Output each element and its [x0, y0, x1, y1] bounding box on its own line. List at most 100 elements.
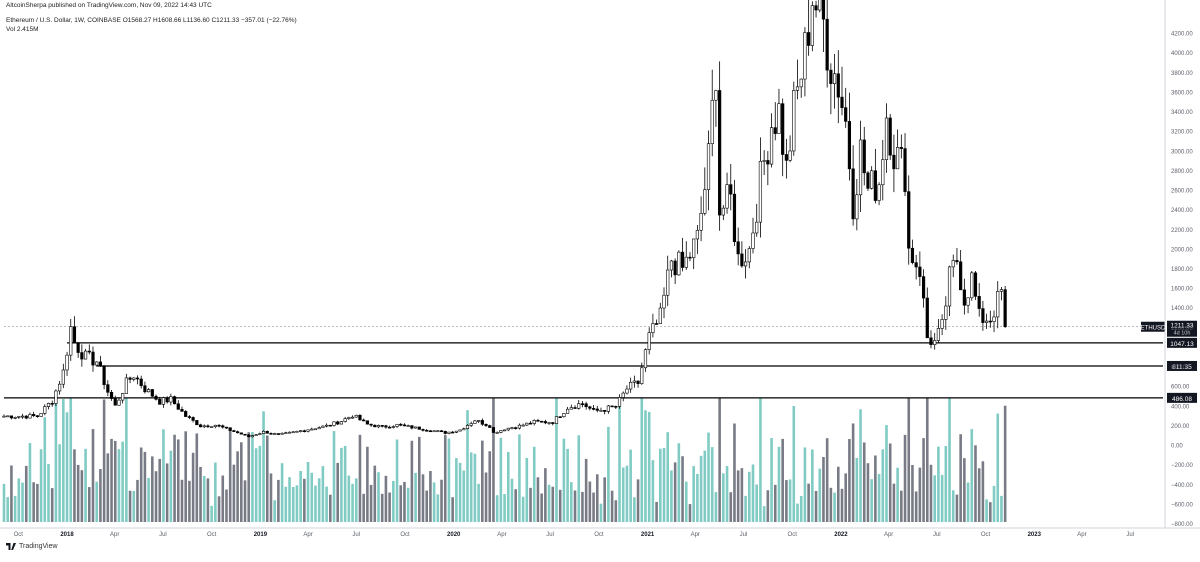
candle-body [795, 86, 800, 91]
candle-body [258, 433, 262, 435]
y-tick-label: 4000.00 [1171, 51, 1193, 57]
x-tick-label: Oct [788, 532, 798, 538]
candle-body [962, 289, 966, 306]
countdown-label: 4d 10h [1174, 331, 1191, 337]
candle-body [651, 323, 655, 333]
volume-bar [113, 440, 117, 522]
volume-bar [80, 470, 84, 522]
candle-body [699, 213, 703, 231]
candle-body [736, 241, 740, 255]
volume-bar [43, 417, 47, 522]
candle-body [896, 147, 900, 170]
symbol-name: Ethereum / U.S. Dollar, 1W, COINBASE [6, 17, 121, 24]
candle-body [721, 207, 725, 216]
volume-bar [688, 504, 692, 522]
y-tick-label: −400.00 [1171, 483, 1194, 489]
volume-bar [759, 398, 762, 522]
candle-body [299, 430, 303, 432]
candle-body [951, 260, 955, 268]
tradingview-icon [6, 543, 16, 550]
candle-body [169, 396, 173, 403]
candle-body [877, 184, 881, 201]
volume-bar [6, 497, 10, 522]
volume-bar [851, 423, 855, 522]
volume-bar [751, 464, 755, 522]
tradingview-logo[interactable]: TradingView [6, 543, 58, 550]
candle-body [102, 365, 106, 385]
volume-bar [354, 478, 358, 522]
volume-bar [236, 451, 239, 522]
volume-bar [340, 447, 343, 522]
candle-body [413, 426, 418, 429]
candle-body [862, 139, 866, 174]
volume-bar [195, 433, 199, 522]
candle-body [981, 308, 985, 323]
candle-body [577, 403, 581, 409]
candle-body [462, 428, 466, 431]
candle-body [773, 127, 777, 134]
y-tick-label: 400.00 [1171, 404, 1190, 410]
candle-body [202, 425, 206, 428]
candle-body [417, 426, 421, 430]
volume-bar [618, 399, 621, 522]
volume-bar [243, 480, 247, 522]
volume-bar [176, 439, 180, 522]
candle-body [451, 431, 455, 434]
candle-body [985, 320, 989, 323]
y-tick-label: 1600.00 [1171, 287, 1193, 293]
candle-body [829, 69, 833, 84]
candle-body [884, 117, 889, 160]
volume-bar [10, 465, 13, 522]
volume-bar [859, 409, 862, 522]
candle-body [677, 251, 681, 276]
volume-bar [499, 437, 503, 522]
level-label: 486.08 [1172, 396, 1192, 403]
volume-bars [2, 398, 1007, 522]
volume-bar [117, 449, 121, 522]
volume-bar [696, 473, 699, 522]
volume-bar [65, 412, 69, 522]
volume-bar [677, 443, 681, 522]
candle-body [35, 415, 39, 417]
candle-body [132, 377, 136, 380]
candle-body [158, 399, 162, 405]
volume-bar [291, 486, 295, 522]
volume-bar [529, 487, 532, 522]
candle-body [161, 397, 166, 405]
candle-body [836, 73, 840, 98]
volume-bar [443, 435, 447, 522]
volume-bar [792, 406, 796, 522]
volume-bar [725, 466, 729, 522]
volume-bar [380, 493, 384, 522]
candle-body [376, 425, 381, 428]
candle-body [362, 419, 366, 422]
volume-bar [570, 482, 573, 522]
candle-body [128, 377, 132, 380]
volume-bar [740, 468, 744, 522]
y-tick-label: 4200.00 [1171, 32, 1193, 38]
x-tick-label: Apr [497, 532, 506, 538]
volume-bar [799, 496, 803, 522]
candle-body [284, 432, 288, 435]
candle-body [710, 99, 714, 145]
candle-body [595, 408, 599, 411]
candle-body [547, 422, 551, 424]
volume-bar [317, 478, 321, 522]
candle-body [502, 429, 507, 432]
volume-bar [985, 499, 988, 522]
candle-body [947, 266, 952, 307]
candle-body [899, 147, 903, 149]
candle-body [72, 326, 77, 344]
volume-bar [158, 458, 162, 522]
candle-body [743, 261, 748, 267]
candle-body [339, 421, 344, 425]
candle-body [921, 276, 926, 299]
candle-body [313, 428, 318, 431]
volume-bar [466, 410, 469, 522]
candle-body [747, 248, 751, 263]
volume-bar [670, 470, 673, 522]
volume-bar [47, 464, 50, 522]
